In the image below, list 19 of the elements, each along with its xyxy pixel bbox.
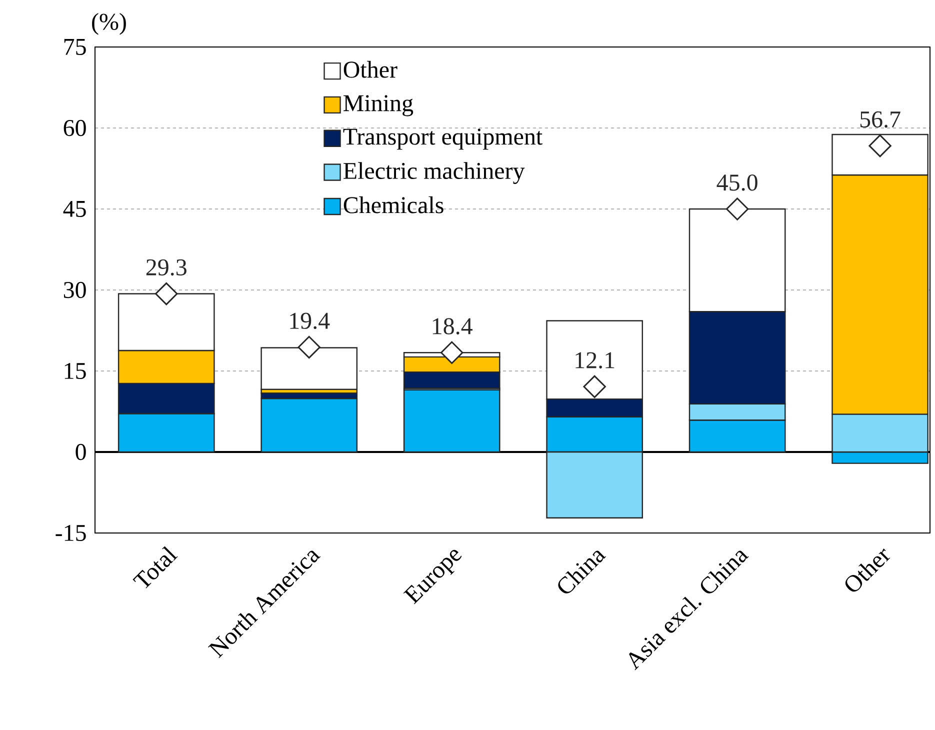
y-tick-label: -15: [56, 524, 86, 542]
data-label: 56.7: [860, 111, 900, 128]
data-label: 29.3: [146, 259, 186, 276]
legend-label: Mining: [344, 95, 414, 116]
legend-label: Transport equipment: [343, 128, 542, 150]
y-tick-label: 0: [76, 444, 86, 460]
legend-label: Electric machinery: [344, 162, 525, 184]
data-label: 12.1: [576, 352, 614, 368]
legend-label: Chemicals: [344, 196, 444, 214]
y-tick-label: 15: [64, 362, 86, 380]
data-label: 18.4: [432, 318, 472, 334]
y-axis-title: (%): [92, 13, 126, 35]
data-label: 45.0: [716, 174, 758, 191]
legend-label: Other: [344, 60, 398, 78]
y-tick-label: 45: [63, 200, 86, 218]
y-tick-label: 60: [64, 120, 86, 136]
y-tick-label: 30: [64, 282, 86, 298]
y-tick-label: 75: [64, 39, 86, 55]
data-label: 19.4: [290, 312, 330, 330]
